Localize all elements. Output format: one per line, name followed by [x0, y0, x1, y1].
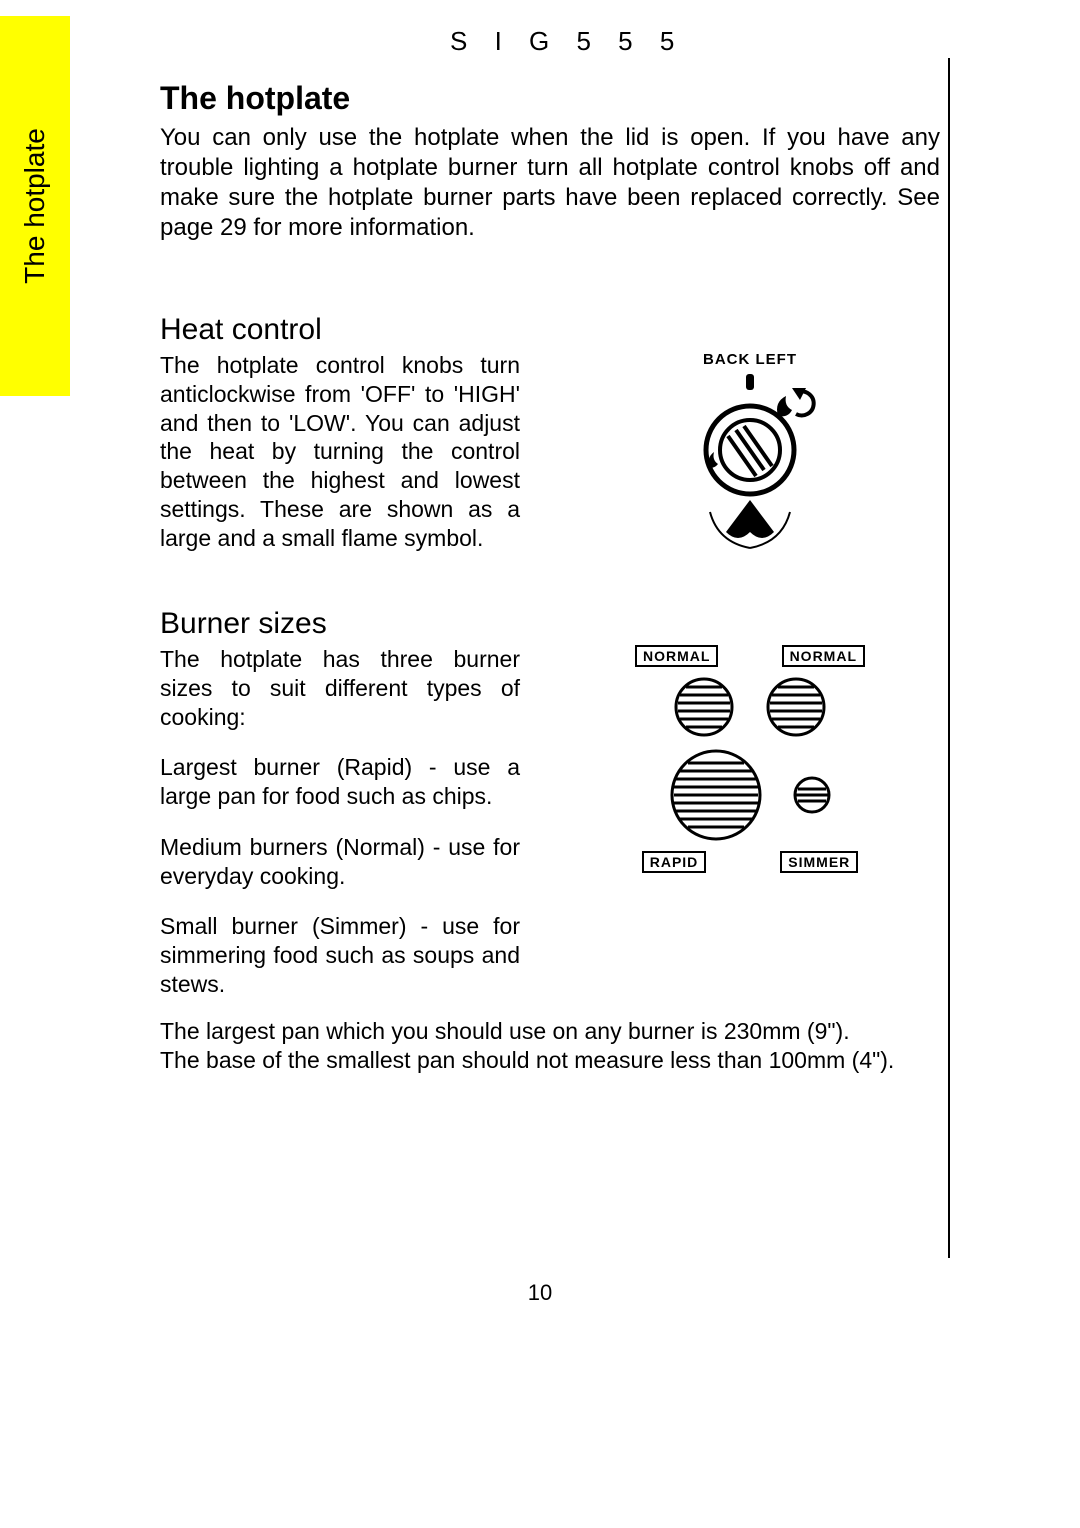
burner-text: The hotplate has three burner sizes to s… — [160, 645, 520, 999]
right-rule — [948, 58, 950, 1258]
burner-row: The hotplate has three burner sizes to s… — [160, 645, 940, 999]
content-area: The hotplate You can only use the hotpla… — [160, 80, 940, 1076]
heat-heading: Heat control — [160, 313, 940, 347]
foot-line-1: The largest pan which you should use on … — [160, 1017, 940, 1047]
spacer — [160, 567, 940, 607]
foot-line-2: The base of the smallest pan should not … — [160, 1046, 940, 1076]
burner-rapid-icon — [668, 747, 764, 843]
label-normal-r: NORMAL — [782, 645, 865, 667]
burner-normal-icon — [672, 675, 736, 739]
heat-figure: BACK LEFT — [560, 351, 940, 567]
heat-row: The hotplate control knobs turn anticloc… — [160, 351, 940, 567]
label-normal-l: NORMAL — [635, 645, 718, 667]
manual-page: The hotplate S I G 5 5 5 The hotplate Yo… — [0, 0, 1080, 1528]
burner-normal-icon — [764, 675, 828, 739]
knob-icon — [670, 372, 830, 562]
burner-simmer-icon — [792, 775, 832, 815]
side-tab: The hotplate — [0, 16, 70, 396]
burner-p1: The hotplate has three burner sizes to s… — [160, 645, 520, 731]
heat-text: The hotplate control knobs turn anticloc… — [160, 351, 520, 567]
intro-text: You can only use the hotplate when the l… — [160, 123, 940, 243]
side-tab-label: The hotplate — [19, 128, 51, 284]
label-simmer: SIMMER — [780, 851, 858, 873]
burner-heading: Burner sizes — [160, 607, 940, 641]
burner-p4: Small burner (Simmer) - use for simmerin… — [160, 912, 520, 998]
burner-p2: Largest burner (Rapid) - use a large pan… — [160, 753, 520, 811]
footer-notes: The largest pan which you should use on … — [160, 1017, 940, 1077]
model-number: S I G 5 5 5 — [450, 26, 684, 57]
burner-figure: NORMAL NORMAL — [560, 645, 940, 999]
burner-p3: Medium burners (Normal) - use for everyd… — [160, 833, 520, 891]
page-title: The hotplate — [160, 80, 940, 117]
page-number: 10 — [0, 1280, 1080, 1306]
knob-label: BACK LEFT — [635, 351, 865, 368]
label-rapid: RAPID — [642, 851, 707, 873]
